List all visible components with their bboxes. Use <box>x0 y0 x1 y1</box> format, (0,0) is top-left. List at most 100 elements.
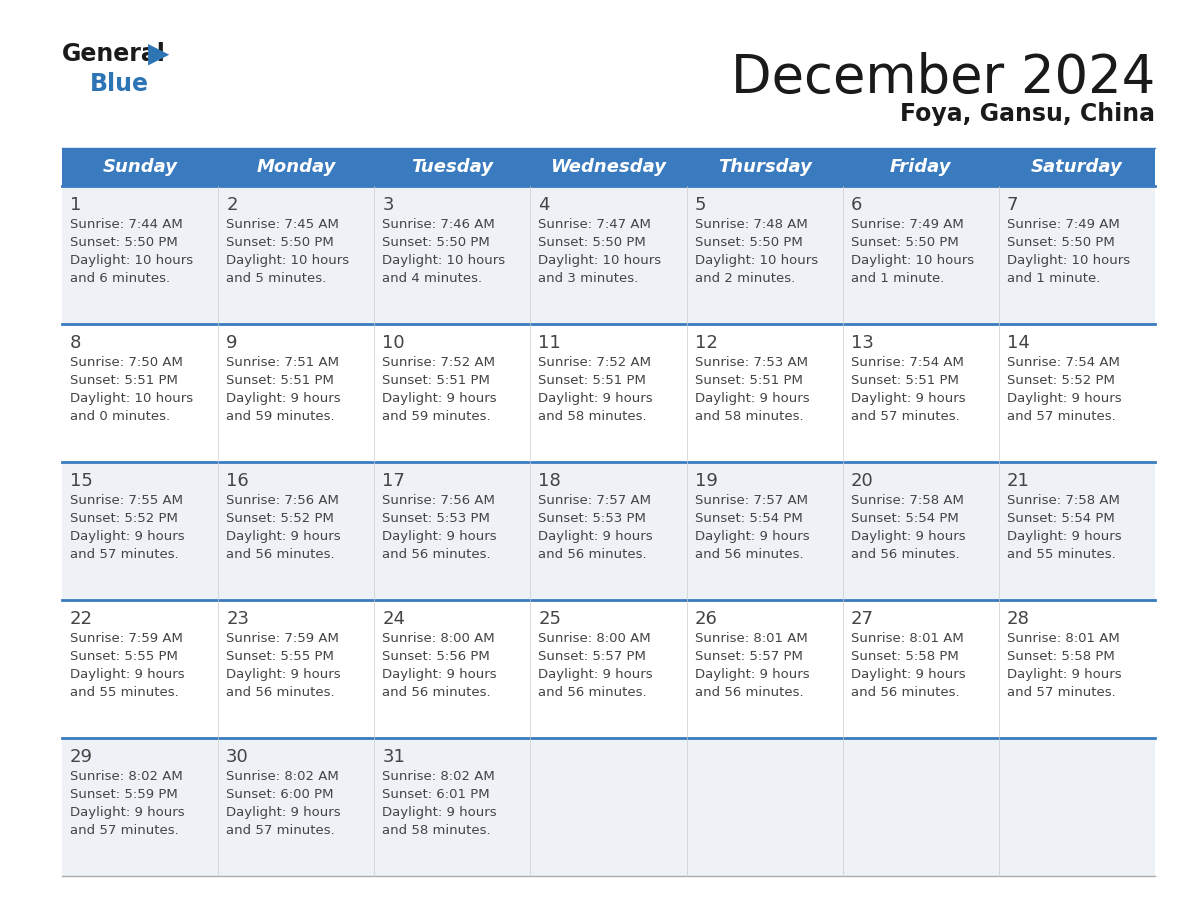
Text: Sunrise: 7:56 AM: Sunrise: 7:56 AM <box>226 494 339 507</box>
Text: Sunrise: 7:50 AM: Sunrise: 7:50 AM <box>70 356 183 369</box>
Text: 30: 30 <box>226 748 249 766</box>
Text: Sunrise: 7:46 AM: Sunrise: 7:46 AM <box>383 218 495 231</box>
Text: and 55 minutes.: and 55 minutes. <box>1007 548 1116 561</box>
Bar <box>62 600 1155 738</box>
Text: Sunrise: 7:56 AM: Sunrise: 7:56 AM <box>383 494 495 507</box>
Text: 23: 23 <box>226 610 249 628</box>
Text: and 59 minutes.: and 59 minutes. <box>226 410 335 423</box>
Text: 10: 10 <box>383 334 405 352</box>
Text: 26: 26 <box>695 610 718 628</box>
Text: Sunset: 5:53 PM: Sunset: 5:53 PM <box>538 512 646 525</box>
Text: 18: 18 <box>538 472 561 490</box>
Text: 3: 3 <box>383 196 393 214</box>
Text: 27: 27 <box>851 610 873 628</box>
Text: Sunset: 5:52 PM: Sunset: 5:52 PM <box>226 512 334 525</box>
Text: Saturday: Saturday <box>1031 158 1123 176</box>
Text: Tuesday: Tuesday <box>411 158 493 176</box>
Text: 19: 19 <box>695 472 718 490</box>
Text: Daylight: 10 hours: Daylight: 10 hours <box>1007 254 1130 267</box>
Text: 31: 31 <box>383 748 405 766</box>
Text: Sunrise: 7:53 AM: Sunrise: 7:53 AM <box>695 356 808 369</box>
Text: 22: 22 <box>70 610 93 628</box>
Text: and 1 minute.: and 1 minute. <box>1007 272 1100 285</box>
Text: Sunrise: 8:00 AM: Sunrise: 8:00 AM <box>383 632 495 645</box>
Text: and 56 minutes.: and 56 minutes. <box>383 686 491 699</box>
Text: and 56 minutes.: and 56 minutes. <box>226 686 335 699</box>
Text: Blue: Blue <box>90 72 148 96</box>
Text: Sunset: 5:54 PM: Sunset: 5:54 PM <box>1007 512 1114 525</box>
Text: Daylight: 10 hours: Daylight: 10 hours <box>383 254 505 267</box>
Text: Daylight: 10 hours: Daylight: 10 hours <box>538 254 662 267</box>
Text: Thursday: Thursday <box>718 158 811 176</box>
Text: 13: 13 <box>851 334 873 352</box>
Text: Sunset: 5:55 PM: Sunset: 5:55 PM <box>226 650 334 663</box>
Text: Sunset: 5:50 PM: Sunset: 5:50 PM <box>70 236 178 249</box>
Text: and 5 minutes.: and 5 minutes. <box>226 272 327 285</box>
Text: and 4 minutes.: and 4 minutes. <box>383 272 482 285</box>
Text: Sunrise: 8:01 AM: Sunrise: 8:01 AM <box>695 632 808 645</box>
Text: and 3 minutes.: and 3 minutes. <box>538 272 639 285</box>
Text: Daylight: 10 hours: Daylight: 10 hours <box>70 392 194 405</box>
Text: Sunset: 5:51 PM: Sunset: 5:51 PM <box>695 374 802 387</box>
Text: 2: 2 <box>226 196 238 214</box>
Text: Sunrise: 7:52 AM: Sunrise: 7:52 AM <box>538 356 651 369</box>
Text: Daylight: 9 hours: Daylight: 9 hours <box>851 668 966 681</box>
Text: Sunset: 6:01 PM: Sunset: 6:01 PM <box>383 788 489 801</box>
Text: 9: 9 <box>226 334 238 352</box>
Text: Daylight: 9 hours: Daylight: 9 hours <box>383 392 497 405</box>
Text: Sunset: 5:53 PM: Sunset: 5:53 PM <box>383 512 491 525</box>
Text: Sunset: 5:54 PM: Sunset: 5:54 PM <box>851 512 959 525</box>
Text: Sunrise: 8:00 AM: Sunrise: 8:00 AM <box>538 632 651 645</box>
Text: Daylight: 9 hours: Daylight: 9 hours <box>538 392 653 405</box>
Text: Sunset: 5:57 PM: Sunset: 5:57 PM <box>695 650 802 663</box>
Text: Sunset: 5:51 PM: Sunset: 5:51 PM <box>383 374 491 387</box>
Text: Daylight: 9 hours: Daylight: 9 hours <box>538 530 653 543</box>
Text: Sunrise: 8:01 AM: Sunrise: 8:01 AM <box>1007 632 1119 645</box>
Text: 1: 1 <box>70 196 81 214</box>
Text: Daylight: 9 hours: Daylight: 9 hours <box>383 806 497 819</box>
Text: Sunset: 5:50 PM: Sunset: 5:50 PM <box>383 236 489 249</box>
Text: Daylight: 9 hours: Daylight: 9 hours <box>851 530 966 543</box>
Bar <box>62 738 1155 876</box>
Text: and 6 minutes.: and 6 minutes. <box>70 272 170 285</box>
Text: Sunrise: 7:51 AM: Sunrise: 7:51 AM <box>226 356 339 369</box>
Text: and 58 minutes.: and 58 minutes. <box>538 410 647 423</box>
Text: and 59 minutes.: and 59 minutes. <box>383 410 491 423</box>
Text: 7: 7 <box>1007 196 1018 214</box>
Text: Sunset: 5:51 PM: Sunset: 5:51 PM <box>226 374 334 387</box>
Bar <box>62 148 1155 186</box>
Text: and 56 minutes.: and 56 minutes. <box>383 548 491 561</box>
Text: Daylight: 9 hours: Daylight: 9 hours <box>70 668 184 681</box>
Text: December 2024: December 2024 <box>731 52 1155 104</box>
Text: Sunset: 5:52 PM: Sunset: 5:52 PM <box>70 512 178 525</box>
Text: Sunrise: 7:57 AM: Sunrise: 7:57 AM <box>695 494 808 507</box>
Text: Sunrise: 7:49 AM: Sunrise: 7:49 AM <box>851 218 963 231</box>
Text: Monday: Monday <box>257 158 336 176</box>
Text: Wednesday: Wednesday <box>550 158 666 176</box>
Text: Foya, Gansu, China: Foya, Gansu, China <box>901 102 1155 126</box>
Text: Sunrise: 7:49 AM: Sunrise: 7:49 AM <box>1007 218 1119 231</box>
Text: and 56 minutes.: and 56 minutes. <box>538 548 647 561</box>
Text: and 56 minutes.: and 56 minutes. <box>851 548 960 561</box>
Text: Sunrise: 7:54 AM: Sunrise: 7:54 AM <box>851 356 963 369</box>
Text: and 55 minutes.: and 55 minutes. <box>70 686 178 699</box>
Text: Sunrise: 7:59 AM: Sunrise: 7:59 AM <box>70 632 183 645</box>
Text: Daylight: 9 hours: Daylight: 9 hours <box>70 806 184 819</box>
Text: Sunrise: 7:54 AM: Sunrise: 7:54 AM <box>1007 356 1120 369</box>
Text: Sunset: 5:59 PM: Sunset: 5:59 PM <box>70 788 178 801</box>
Text: and 58 minutes.: and 58 minutes. <box>383 824 491 837</box>
Text: Daylight: 9 hours: Daylight: 9 hours <box>226 806 341 819</box>
Text: 15: 15 <box>70 472 93 490</box>
Text: Sunrise: 7:57 AM: Sunrise: 7:57 AM <box>538 494 651 507</box>
Text: and 56 minutes.: and 56 minutes. <box>851 686 960 699</box>
Text: 21: 21 <box>1007 472 1030 490</box>
Text: and 57 minutes.: and 57 minutes. <box>70 824 178 837</box>
Text: Sunset: 5:50 PM: Sunset: 5:50 PM <box>1007 236 1114 249</box>
Text: 17: 17 <box>383 472 405 490</box>
Text: Sunset: 5:58 PM: Sunset: 5:58 PM <box>1007 650 1114 663</box>
Text: Sunrise: 7:58 AM: Sunrise: 7:58 AM <box>851 494 963 507</box>
Text: Sunrise: 7:44 AM: Sunrise: 7:44 AM <box>70 218 183 231</box>
Text: General: General <box>62 42 166 66</box>
Text: Sunrise: 7:48 AM: Sunrise: 7:48 AM <box>695 218 808 231</box>
Bar <box>62 462 1155 600</box>
